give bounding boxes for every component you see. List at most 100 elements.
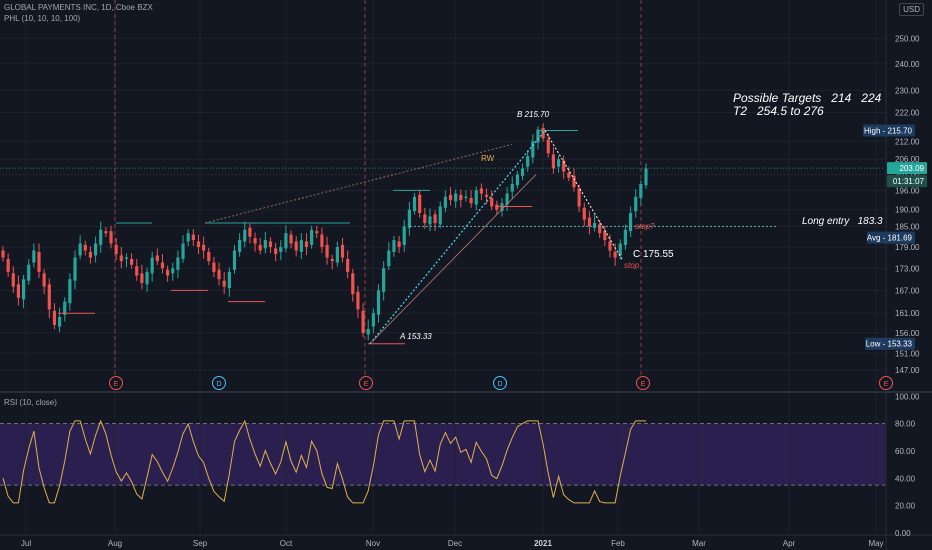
candle-body [279,247,283,252]
candle-body [227,271,231,289]
candle-body [27,264,31,281]
candle-body [644,168,648,186]
candle-body [52,310,57,325]
rsi-axis-tick: 80.00 [895,420,916,429]
time-axis-tick: May [868,539,883,548]
candle-body [351,273,355,295]
stop-label-2: stop [624,261,640,270]
currency-badge[interactable]: USD [899,3,924,16]
event-marker-label: D [497,381,502,388]
candle-body [119,255,123,262]
candle-body [454,193,458,202]
candle-body [248,227,252,237]
earnings-marker [359,376,373,390]
candle-body [536,129,540,143]
candle-body [222,280,226,287]
last-price-tag-bg [887,162,927,175]
candle-body [325,244,329,258]
candle-body [99,229,103,245]
symbol-legend[interactable]: GLOBAL PAYMENTS INC, 1D, Cboe BZX [4,3,153,12]
time-axis-tick: Aug [108,539,122,548]
candle-body [47,284,51,310]
candle-body [356,291,360,310]
candle-body [572,175,576,188]
candle-body [196,241,201,248]
candle-body [140,273,144,283]
dividend-marker [493,376,507,390]
candle-body [32,250,36,263]
price-axis-tick: 161.00 [895,309,920,318]
targets-line-1: Possible Targets 214 224 [733,91,882,105]
candle-body [639,183,643,199]
candle-body [366,328,370,335]
last-price-tag: 203.09 [900,164,925,173]
candle-body [315,231,319,234]
candle-body [150,257,154,274]
candle-body [238,240,242,252]
ab-leg-line [369,130,546,345]
price-axis-tick: 230.00 [895,86,920,95]
candle-body [603,231,607,241]
candle-body [515,174,519,186]
time-axis-tick: Mar [692,539,706,548]
candle-body [191,234,195,241]
high-tag: High - 215.70 [864,127,913,136]
price-axis-tick: 222.00 [895,109,920,118]
time-axis-tick: Sep [193,539,208,548]
rsi-band [0,423,885,486]
point-c-label: C 175.55 [633,249,674,260]
indicator-legend[interactable]: PHL (10, 10, 10, 100) [4,14,81,23]
dividend-marker [212,376,226,390]
price-axis-tick: 250.00 [895,34,920,43]
candle-body [335,247,339,263]
candle-body [443,196,447,208]
candle-body [68,279,72,304]
candle-body [202,244,206,251]
candle-body [562,160,566,172]
candle-body [11,273,15,287]
time-axis-tick: Jul [21,539,31,548]
candle-body [104,231,108,234]
candle-body [582,207,586,220]
candle-body [402,226,406,245]
earnings-marker [879,376,893,390]
candle-body [232,250,237,270]
candle-body [299,240,303,252]
rsi-axis-tick: 40.00 [895,474,916,483]
candle-body [469,198,473,204]
candle-body [6,258,10,272]
time-axis-tick: Oct [280,539,293,548]
candle-body [505,193,509,205]
candle-body [294,241,298,251]
rsi-line [2,419,646,504]
candle-body [310,229,314,245]
time-axis-tick: Apr [783,539,796,548]
avg-tag-bg [867,231,915,244]
candle-body [474,190,478,205]
candle-body [428,216,432,225]
event-marker-label: D [216,381,221,388]
price-axis-tick: 173.00 [895,264,920,273]
price-axis-tick: 167.00 [895,286,920,295]
earnings-marker [636,376,650,390]
avg-tag: Avg - 181.69 [867,234,913,243]
time-axis-tick: 2021 [534,539,552,548]
candle-body [392,240,396,252]
candle-body [618,243,622,256]
candle-body [258,244,262,251]
candle-body [263,240,267,249]
time-axis-tick: Nov [366,539,380,548]
candle-body [556,159,561,167]
candle-body [243,229,247,242]
rsi-legend[interactable]: RSI (10, close) [4,398,57,407]
candle-body [592,223,597,228]
candle-body [330,258,334,262]
candle-body [628,213,633,232]
high-tag-bg [863,124,915,137]
candle-body [284,233,288,249]
candle-body [526,156,530,167]
price-axis-tick: 185.00 [895,222,920,231]
candle-body [495,204,499,210]
price-axis-tick: 151.00 [895,349,920,358]
